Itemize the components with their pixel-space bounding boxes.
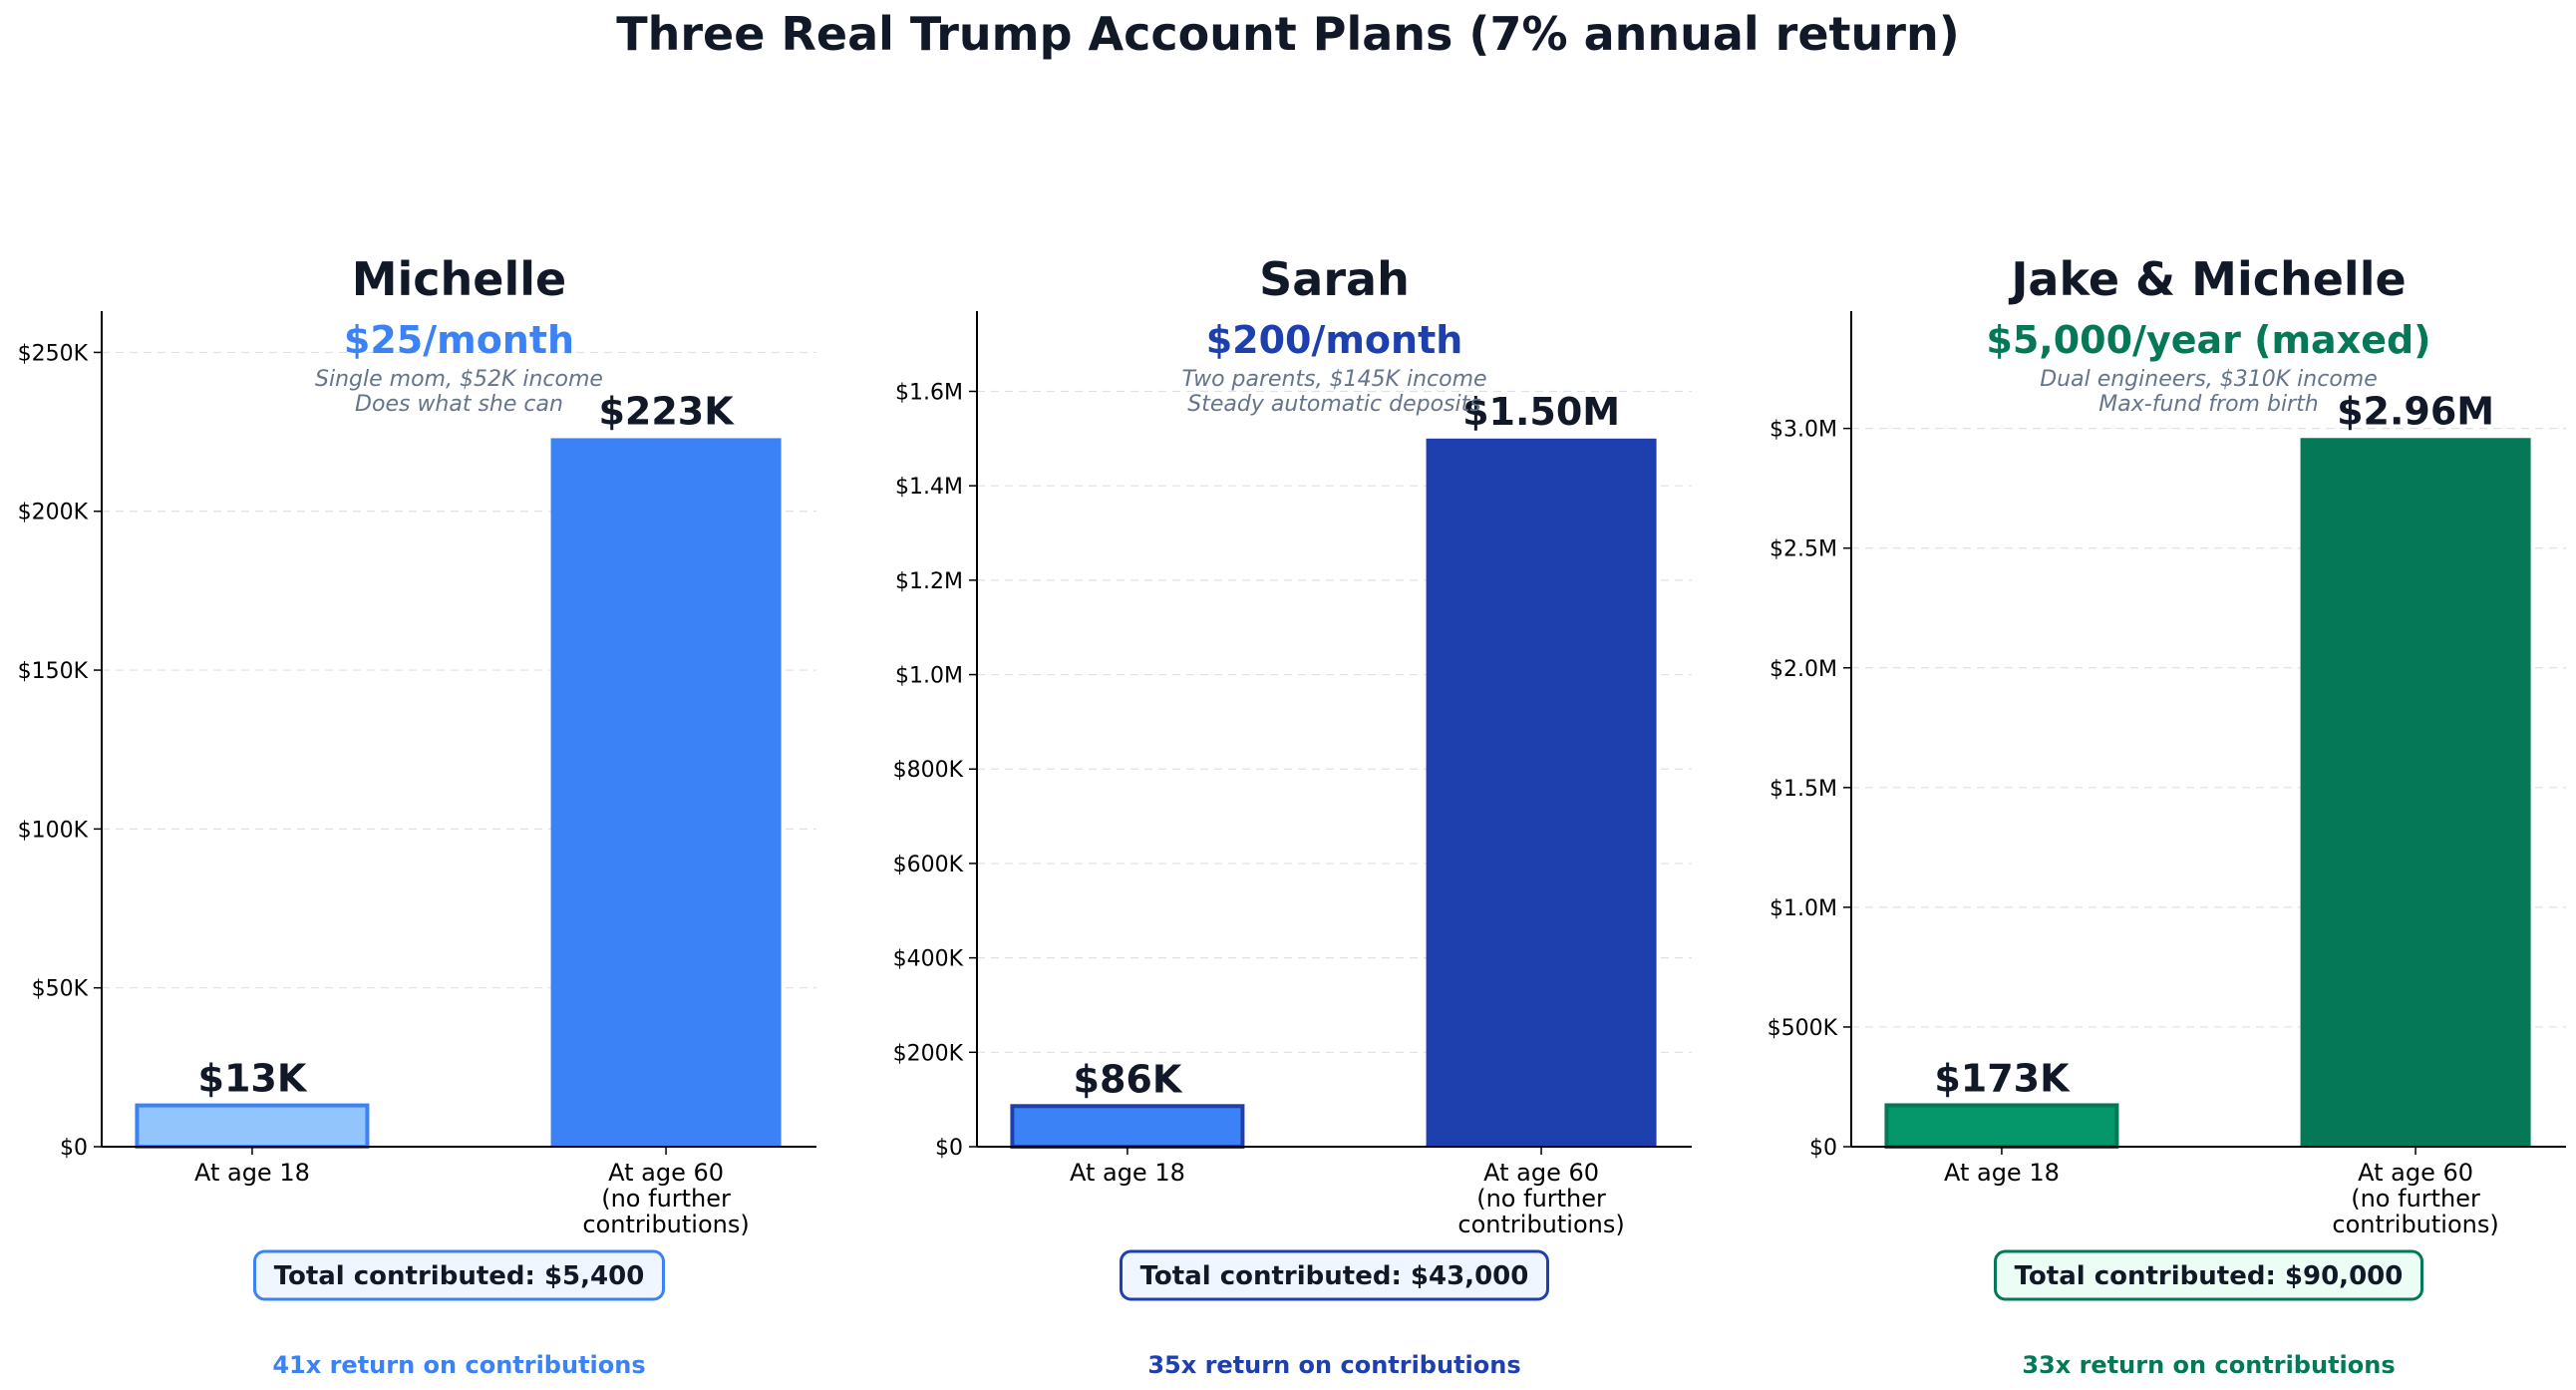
bar-value-label: $86K	[1074, 1057, 1183, 1101]
bar-age-18	[1884, 1103, 2119, 1150]
y-tick-label: $800K	[893, 758, 964, 783]
x-tick-label: At age 60 (no further contributions)	[1457, 1159, 1624, 1238]
x-tick-label: At age 60 (no further contributions)	[2332, 1159, 2498, 1238]
y-tick-label: $1.5M	[1770, 777, 1837, 802]
panel-note: Single mom, $52K income	[315, 367, 603, 392]
panel-note: Two parents, $145K income	[1181, 367, 1486, 392]
total-contributed-label: Total contributed: $43,000	[1140, 1261, 1529, 1291]
y-tick-label: $2.0M	[1770, 657, 1837, 682]
y-tick-label: $0	[1809, 1136, 1837, 1161]
y-tick-label: $2.5M	[1770, 537, 1837, 562]
chart-panel-3: $0 $500K $1.0M $1.5M $2.0M $2.5M $3.0M $173K At …	[1768, 252, 2566, 1379]
y-tick-label: $50K	[32, 977, 89, 1002]
total-contributed-box	[1994, 1249, 2423, 1301]
x-tick-label: At age 60 (no further contributions)	[582, 1159, 749, 1238]
panel-title: Jake & Michelle	[2008, 252, 2406, 306]
y-tick-label: $1.0M	[895, 664, 963, 689]
return-multiple-label: 41x return on contributions	[272, 1351, 645, 1379]
bar-value-label: $2.96M	[2337, 389, 2494, 433]
y-tick-label: $1.2M	[895, 569, 963, 594]
return-multiple-label: 33x return on contributions	[2022, 1351, 2395, 1379]
y-tick-label: $200K	[893, 1041, 964, 1066]
bar-age-60	[2300, 438, 2531, 1147]
y-tick-label: $0	[935, 1136, 963, 1161]
y-tick-label: $1.4M	[895, 475, 963, 500]
panel-note: Does what she can	[355, 392, 563, 417]
bar-value-label: $173K	[1934, 1056, 2071, 1100]
figure-title: Three Real Trump Account Plans (7% annua…	[616, 7, 1960, 61]
y-tick-label: $400K	[893, 947, 964, 972]
x-tick-label: At age 18	[1070, 1159, 1185, 1187]
panel-note: Dual engineers, $310K income	[2040, 367, 2378, 392]
chart-panel-2: $0 $200K $400K $600K $800K $1.0M $1.2M $1.4M $1.…	[893, 252, 1692, 1379]
y-tick-label: $100K	[18, 818, 89, 843]
chart-panel-1: $0 $50K $100K $150K $200K $250K $13K At age 18 $…	[18, 252, 816, 1379]
panel-note: Max-fund from birth	[2098, 392, 2318, 417]
x-tick-label: At age 18	[194, 1159, 310, 1187]
panel-title: Michelle	[352, 252, 567, 306]
return-multiple-label: 35x return on contributions	[1147, 1351, 1520, 1379]
bar-age-60	[1426, 438, 1657, 1147]
y-tick-label: $150K	[18, 659, 89, 684]
bar-age-18	[135, 1103, 370, 1150]
panel-title: Sarah	[1259, 252, 1410, 306]
panel-subtitle: $200/month	[1206, 318, 1463, 362]
panel-subtitle: $25/month	[344, 318, 574, 362]
bar-age-18	[1010, 1104, 1245, 1149]
bar-value-label: $1.50M	[1462, 390, 1620, 434]
panel-subtitle: $5,000/year (maxed)	[1986, 318, 2430, 362]
y-tick-label: $1.6M	[895, 380, 963, 405]
bar-age-60	[550, 438, 782, 1147]
y-tick-label: $200K	[18, 501, 89, 525]
total-contributed-label: Total contributed: $5,400	[274, 1261, 645, 1291]
y-tick-label: $3.0M	[1770, 418, 1837, 443]
y-tick-label: $600K	[893, 853, 964, 877]
total-contributed-box	[1120, 1249, 1549, 1301]
y-tick-label: $250K	[18, 341, 89, 366]
panel-note: Steady automatic deposits	[1187, 392, 1480, 417]
bar-value-label: $13K	[198, 1057, 308, 1101]
y-tick-label: $500K	[1768, 1016, 1838, 1041]
y-tick-label: $0	[60, 1136, 88, 1161]
total-contributed-label: Total contributed: $90,000	[2015, 1261, 2404, 1291]
total-contributed-box	[253, 1249, 665, 1301]
y-tick-label: $1.0M	[1770, 896, 1837, 921]
x-tick-label: At age 18	[1944, 1159, 2060, 1187]
bar-value-label: $223K	[598, 389, 735, 433]
